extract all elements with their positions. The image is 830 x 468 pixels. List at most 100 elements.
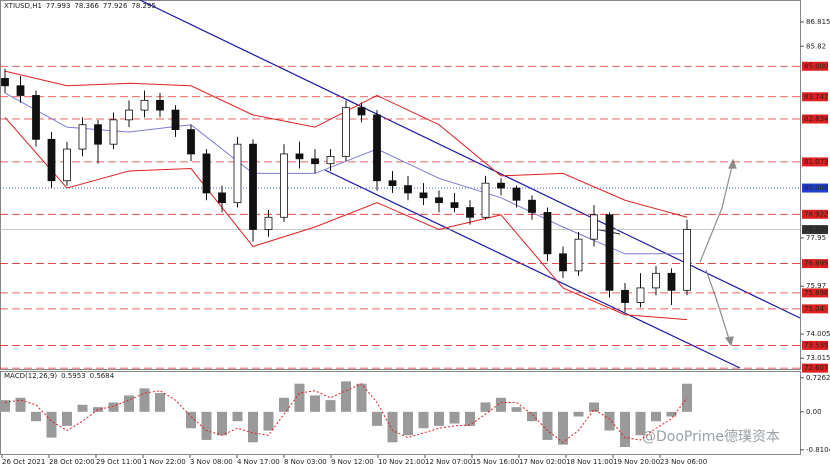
- macd-bar: [387, 411, 398, 443]
- round-level-label: 80.000: [804, 184, 829, 192]
- macd-bar: [620, 411, 630, 447]
- macd-bar: [155, 393, 165, 412]
- channel-lower: [324, 169, 741, 369]
- candle-body: [16, 85, 25, 96]
- y-tick-label: 85.82: [806, 42, 826, 50]
- candle-body: [652, 272, 660, 289]
- candle-body: [125, 109, 133, 121]
- candle-body: [171, 109, 180, 130]
- candle-body: [388, 180, 397, 187]
- level-tag: [802, 209, 828, 219]
- round-level-tag: [802, 183, 828, 193]
- macd-bar: [325, 400, 336, 412]
- macd-bar: [434, 411, 444, 426]
- x-tick-label: 4 Nov 17:00: [237, 458, 280, 466]
- level-label: 78.922: [804, 210, 829, 218]
- candle-body: [342, 107, 350, 157]
- macd-value: 0.5684: [90, 372, 115, 380]
- candle-body: [512, 187, 521, 201]
- macd-bar: [263, 411, 274, 431]
- macd-label: MACD(12,26,9): [4, 372, 57, 380]
- candle-body: [435, 197, 443, 204]
- candle-body: [280, 153, 288, 218]
- candle-body: [574, 238, 583, 272]
- y-tick-label: 77.95: [806, 234, 826, 242]
- x-tick-label: 18 Nov 11:00: [566, 458, 613, 466]
- candle-body: [404, 185, 412, 194]
- candle-body: [326, 155, 335, 165]
- symbol: XTIUSD,H1: [4, 2, 42, 10]
- macd-bar: [341, 381, 351, 412]
- candle-body: [311, 158, 319, 165]
- level-tag: [802, 157, 828, 167]
- candle-body: [528, 199, 536, 213]
- macd-bar: [511, 407, 522, 412]
- level-tag: [802, 288, 828, 298]
- candle-body: [450, 202, 459, 208]
- candle-body: [466, 207, 474, 218]
- candle-body: [63, 148, 71, 182]
- x-tick-label: 28 Oct 02:00: [49, 458, 95, 466]
- x-tick-label: 17 Nov 02:00: [519, 458, 566, 466]
- macd-bar: [108, 402, 119, 412]
- candle-body: [419, 192, 428, 199]
- arrow-down-head: [724, 336, 734, 347]
- x-tick-label: 15 Nov 16:00: [472, 458, 519, 466]
- macd-bar: [0, 400, 10, 412]
- macd-bar: [604, 411, 615, 431]
- candle-body: [47, 138, 56, 182]
- level-tag: [802, 304, 828, 314]
- candle-body: [590, 214, 598, 240]
- candle-body: [621, 289, 629, 303]
- level-tag: [802, 259, 828, 269]
- level-label: 76.899: [804, 260, 829, 268]
- macd-y-tick-label: -0.8104: [806, 446, 830, 454]
- macd-bar: [573, 411, 584, 417]
- x-tick-label: 12 Nov 07:00: [425, 458, 472, 466]
- arrow-down: [705, 269, 731, 343]
- level-label: 75.696: [804, 289, 829, 297]
- x-tick-label: 29 Oct 11:00: [96, 458, 142, 466]
- macd-bar: [139, 388, 150, 412]
- x-tick-label: 26 Oct 2021: [2, 458, 45, 466]
- arrow-up: [699, 161, 734, 263]
- y-tick-label: 75.97: [806, 282, 826, 290]
- candle-body: [543, 212, 552, 255]
- level-tag: [802, 363, 828, 373]
- macd-bar: [496, 397, 506, 412]
- macd-bar: [465, 411, 475, 426]
- watermark: @DooPrime德璞资本: [642, 429, 780, 445]
- main-panel: [0, 0, 801, 370]
- candle-body: [1, 78, 9, 87]
- candle-body: [233, 143, 242, 204]
- candle-body: [109, 119, 118, 145]
- candle-body: [605, 214, 614, 291]
- macd-bar: [449, 411, 460, 424]
- arrow-up-head: [728, 158, 737, 169]
- level-label: 82.834: [804, 115, 829, 123]
- y-tick-label: 86.815: [806, 18, 830, 26]
- candle-body: [264, 216, 273, 230]
- y-tick-label: 74.005: [806, 330, 830, 338]
- x-tick-label: 1 Nov 22:00: [143, 458, 186, 466]
- ohlc-value: 77.926: [103, 2, 128, 10]
- macd-bar: [651, 411, 661, 422]
- macd-bar: [666, 411, 677, 417]
- candle-body: [295, 153, 304, 160]
- band-lower: [4, 117, 688, 321]
- macd-bar: [480, 402, 491, 412]
- candle-body: [187, 129, 195, 155]
- candle-body: [140, 99, 149, 111]
- macd-bar: [248, 411, 258, 443]
- level-label: 73.539: [804, 341, 829, 349]
- candle-body: [249, 143, 257, 230]
- level-label: 72.607: [804, 364, 829, 372]
- macd-bar: [217, 411, 227, 436]
- candle-body: [497, 182, 505, 189]
- current-price-tag: [802, 225, 828, 235]
- level-tag: [802, 340, 828, 350]
- ohlc-value: 77.993: [46, 2, 71, 10]
- ohlc-value: 78.295: [131, 2, 156, 10]
- projection-arrows: [699, 158, 737, 347]
- candle-body: [373, 114, 381, 182]
